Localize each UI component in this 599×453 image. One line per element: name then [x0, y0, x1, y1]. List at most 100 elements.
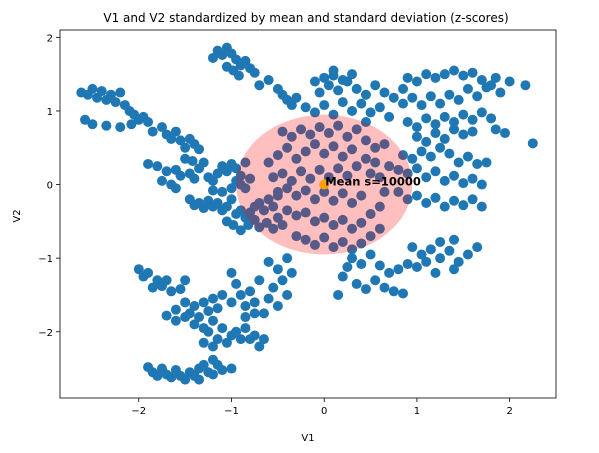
data-point — [374, 102, 385, 113]
data-point — [300, 102, 311, 113]
data-point — [212, 168, 223, 179]
data-point — [328, 109, 339, 120]
data-point — [282, 183, 293, 194]
data-point — [333, 163, 344, 174]
data-point — [175, 135, 186, 146]
data-point — [444, 89, 455, 100]
data-point — [300, 146, 311, 157]
data-point — [347, 105, 358, 116]
data-point — [370, 142, 381, 153]
data-point — [453, 256, 464, 267]
data-point — [189, 173, 200, 184]
data-point — [421, 172, 432, 183]
data-point — [472, 91, 483, 102]
data-point — [500, 128, 511, 139]
data-point — [300, 207, 311, 218]
data-point — [87, 119, 98, 130]
data-point — [240, 157, 251, 168]
data-point — [360, 89, 371, 100]
data-point — [319, 232, 330, 243]
data-point — [187, 156, 198, 167]
data-point — [337, 271, 348, 282]
data-point — [337, 214, 348, 225]
data-point — [379, 282, 390, 293]
data-point — [323, 80, 334, 91]
data-point — [458, 129, 469, 140]
data-point — [282, 142, 293, 153]
data-point — [314, 122, 325, 133]
data-point — [411, 76, 422, 87]
data-point — [416, 146, 427, 157]
data-point — [228, 220, 239, 231]
data-point — [268, 172, 279, 183]
data-point — [476, 201, 487, 212]
data-point — [282, 253, 293, 264]
data-point — [217, 50, 228, 61]
axes-frame — [59, 29, 557, 399]
data-point — [527, 138, 538, 149]
data-point — [374, 260, 385, 271]
data-point — [194, 374, 205, 385]
data-point — [416, 100, 427, 111]
data-point — [444, 148, 455, 159]
data-point — [254, 222, 265, 233]
data-point — [286, 267, 297, 278]
data-point — [453, 94, 464, 105]
data-point — [277, 168, 288, 179]
data-point — [203, 326, 214, 337]
data-point — [421, 136, 432, 147]
data-point — [175, 284, 186, 295]
data-point — [263, 293, 274, 304]
data-point — [309, 239, 320, 250]
data-point — [254, 80, 265, 91]
data-point — [296, 166, 307, 177]
data-point — [337, 151, 348, 162]
data-point — [170, 304, 181, 315]
data-point — [166, 286, 177, 297]
data-point — [467, 194, 478, 205]
data-point — [272, 186, 283, 197]
data-point — [402, 194, 413, 205]
data-point — [291, 92, 302, 103]
data-point — [249, 330, 260, 341]
data-point — [374, 201, 385, 212]
data-point — [347, 253, 358, 264]
data-point — [194, 312, 205, 323]
data-point — [328, 195, 339, 206]
data-point — [472, 158, 483, 169]
data-point — [384, 267, 395, 278]
data-point — [314, 164, 325, 175]
data-point — [328, 220, 339, 231]
data-point — [126, 119, 137, 130]
data-point — [411, 190, 422, 201]
data-point — [240, 323, 251, 334]
data-point — [425, 91, 436, 102]
data-point — [115, 122, 126, 133]
data-point — [296, 124, 307, 135]
data-point — [161, 310, 172, 321]
data-point — [449, 65, 460, 76]
data-point — [277, 220, 288, 231]
data-point — [268, 201, 279, 212]
data-point — [365, 168, 376, 179]
data-point — [166, 133, 177, 144]
data-point — [161, 275, 172, 286]
data-point — [407, 242, 418, 253]
data-point — [476, 107, 487, 118]
data-point — [439, 175, 450, 186]
data-point — [411, 131, 422, 142]
data-point — [105, 89, 116, 100]
data-point — [175, 170, 186, 181]
mean-marker — [319, 179, 330, 190]
x-axis-label: V1 — [301, 433, 314, 444]
data-point — [393, 186, 404, 197]
data-point — [407, 153, 418, 164]
data-point — [282, 289, 293, 300]
data-point — [374, 172, 385, 183]
data-point — [272, 264, 283, 275]
data-point — [407, 92, 418, 103]
x-tick-label: −1 — [224, 406, 239, 417]
data-point — [147, 126, 158, 137]
data-point — [476, 75, 487, 86]
data-point — [365, 231, 376, 242]
